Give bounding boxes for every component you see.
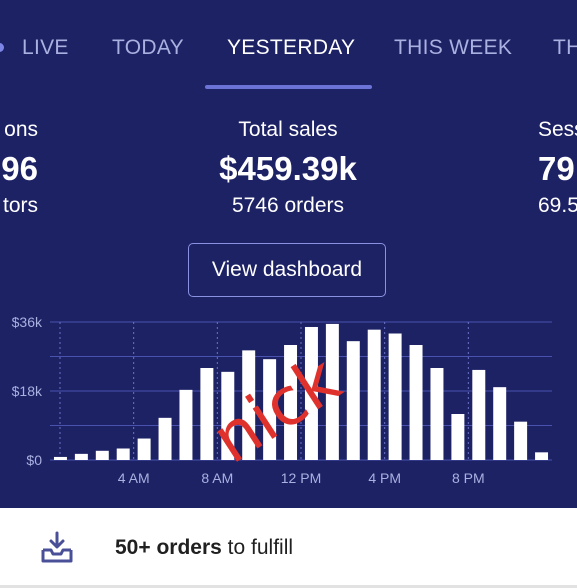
chart-bar <box>158 417 172 460</box>
period-tabs: LIVE TODAY YESTERDAY THIS WEEK TH <box>0 0 577 90</box>
tab-live[interactable]: LIVE <box>22 36 69 59</box>
chart-bar <box>179 389 193 460</box>
metric-label: Sess <box>538 118 577 141</box>
chart-bar <box>263 359 277 460</box>
chart-bar <box>430 368 444 460</box>
chart-bar <box>535 452 549 460</box>
chart-bar <box>514 421 528 460</box>
metric-value: 96 <box>1 150 38 187</box>
chart-bar <box>346 341 360 460</box>
chart-bar <box>409 345 423 460</box>
orders-to-fulfill-banner[interactable]: 50+ orders to fulfill <box>0 508 577 588</box>
tab-this-month[interactable]: TH <box>553 36 577 59</box>
chart-bar <box>242 350 256 460</box>
metric-sub: 69.5 <box>538 194 577 217</box>
metric-label: ons <box>4 118 38 141</box>
metric-total-sales[interactable]: Total sales $459.39k 5746 orders <box>188 118 388 218</box>
metric-value: 79 <box>538 150 575 187</box>
chart-bar <box>137 438 151 460</box>
x-tick-label: 12 PM <box>281 470 321 486</box>
chart-bar <box>95 450 109 460</box>
orders-count: 50+ orders <box>115 536 222 559</box>
x-tick-label: 4 PM <box>368 470 401 486</box>
chart-bar <box>53 456 67 460</box>
chart-bar <box>116 448 130 460</box>
tab-this-week[interactable]: THIS WEEK <box>394 36 513 59</box>
metric-sessions[interactable]: Sess 79 69.5 <box>538 118 577 218</box>
x-tick-label: 8 AM <box>201 470 233 486</box>
metric-sub: tors <box>2 194 38 217</box>
orders-suffix: to fulfill <box>221 536 294 559</box>
y-tick-label: $18k <box>12 383 43 399</box>
chart-bar <box>74 453 88 460</box>
active-tab-indicator <box>205 85 372 89</box>
x-tick-label: 4 AM <box>118 470 150 486</box>
metric-visitors[interactable]: ons 96 tors <box>0 118 38 218</box>
inbox-download-icon <box>41 531 73 563</box>
live-indicator-dot <box>0 43 4 52</box>
metric-label: Total sales <box>238 118 338 141</box>
chart-bar <box>284 345 298 460</box>
chart-bar <box>388 333 402 460</box>
chart-bar <box>221 371 235 460</box>
y-tick-label: $36k <box>12 314 43 330</box>
chart-bar <box>304 326 318 460</box>
chart-bar <box>325 323 339 460</box>
orders-to-fulfill-text: 50+ orders to fulfill <box>115 536 293 560</box>
chart-bar <box>493 387 507 460</box>
chart-bar <box>472 369 486 460</box>
view-dashboard-button[interactable]: View dashboard <box>188 243 386 297</box>
metric-sub: 5746 orders <box>231 194 345 217</box>
metric-value: $459.39k <box>219 150 357 187</box>
chart-bar <box>200 368 214 460</box>
x-tick-label: 8 PM <box>452 470 485 486</box>
chart-bar <box>451 414 465 460</box>
tab-today[interactable]: TODAY <box>112 36 184 59</box>
tab-yesterday[interactable]: YESTERDAY <box>227 36 356 59</box>
y-tick-label: $0 <box>26 452 42 468</box>
chart-bar <box>367 329 381 460</box>
